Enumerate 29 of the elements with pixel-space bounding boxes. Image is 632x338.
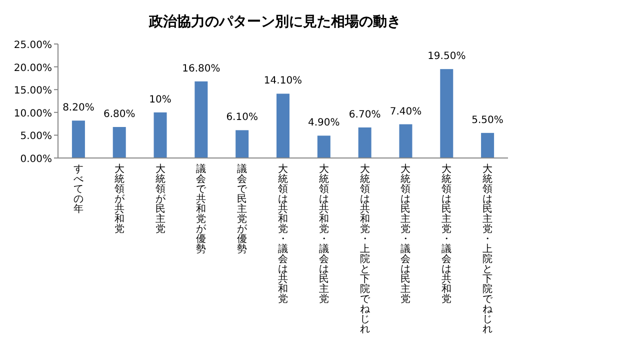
category: 大統領が民主党: [155, 164, 166, 235]
y-tick-label: 0.00%: [20, 154, 52, 165]
data-label: 16.80%: [182, 63, 220, 74]
category: 大統領は民主党・議会は共和党: [442, 164, 452, 305]
y-tick-label: 10.00%: [14, 108, 52, 120]
y-tick-label: 5.00%: [20, 131, 52, 142]
category: 大統領は民主党・上院と下院でねじれ: [482, 164, 493, 335]
data-label: 4.90%: [308, 118, 340, 129]
y-tick-label: 20.00%: [14, 62, 52, 74]
category: すべての年: [73, 164, 84, 215]
category: 大統領は民主党・議会は民主党: [400, 164, 411, 305]
category: 大統領は共和党・上院と下院でねじれ: [360, 164, 370, 335]
data-label: 7.40%: [390, 106, 422, 118]
title: 政治協力のパターン別に見た相場の動き: [149, 14, 401, 30]
category: 議会で共和党が優勢: [196, 164, 206, 255]
category: 大統領は共和党・議会は民主党: [318, 164, 329, 305]
data-label: 6.70%: [348, 109, 381, 120]
data-label: 10%: [149, 94, 172, 106]
category: 議会で民主党が優勢: [237, 164, 248, 255]
data-label: 8.20%: [62, 102, 94, 114]
data-label: 6.80%: [103, 108, 136, 120]
data-label: 5.50%: [472, 114, 504, 126]
category: 大統領が共和党: [114, 164, 124, 235]
y-tick-label: 25.00%: [14, 40, 52, 51]
category: 大統領は共和党・議会は共和党: [278, 164, 288, 305]
data-label: 19.50%: [428, 51, 466, 62]
data-label: 6.10%: [226, 112, 258, 124]
y-tick-label: 15.00%: [14, 86, 52, 97]
data-label: 14.10%: [264, 76, 302, 87]
